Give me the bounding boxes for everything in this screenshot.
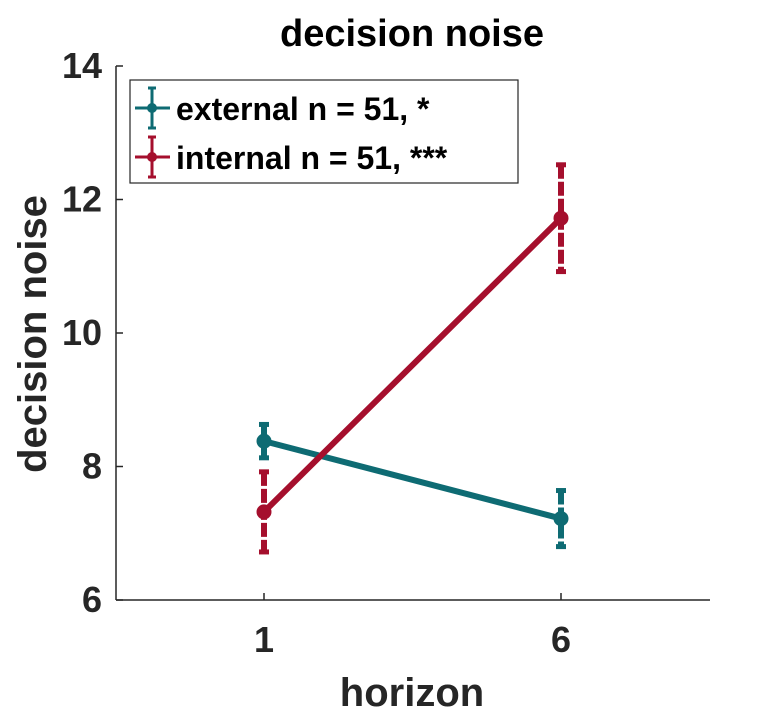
legend-entry: external n = 51, * [135,86,430,130]
x-axis-label: horizon [340,671,484,715]
y-axis-label: decision noise [11,195,55,473]
series-internal [256,162,569,555]
series-line [261,438,564,522]
legend: external n = 51, * internal n = 51, *** [129,79,519,184]
legend-label: internal n = 51, *** [176,140,448,176]
y-tick-label: 14 [62,45,102,86]
y-tick-label: 12 [62,179,102,220]
legend-entry: internal n = 51, *** [135,135,448,179]
y-tick-label: 6 [82,579,102,620]
series-line [261,215,564,515]
series-layer [256,162,569,555]
data-point [553,511,569,527]
legend-box [129,79,519,184]
legend-swatch-marker [147,103,157,113]
chart-title: decision noise [280,13,544,55]
data-point [256,433,272,449]
x-tick-label: 6 [551,619,571,660]
data-point [553,210,569,226]
data-point [256,504,272,520]
y-tick-label: 10 [62,312,102,353]
y-tick-label: 8 [82,446,102,487]
series-external [256,421,569,550]
x-tick-label: 1 [254,619,274,660]
legend-swatch-marker [147,152,157,162]
legend-label: external n = 51, * [176,91,430,127]
